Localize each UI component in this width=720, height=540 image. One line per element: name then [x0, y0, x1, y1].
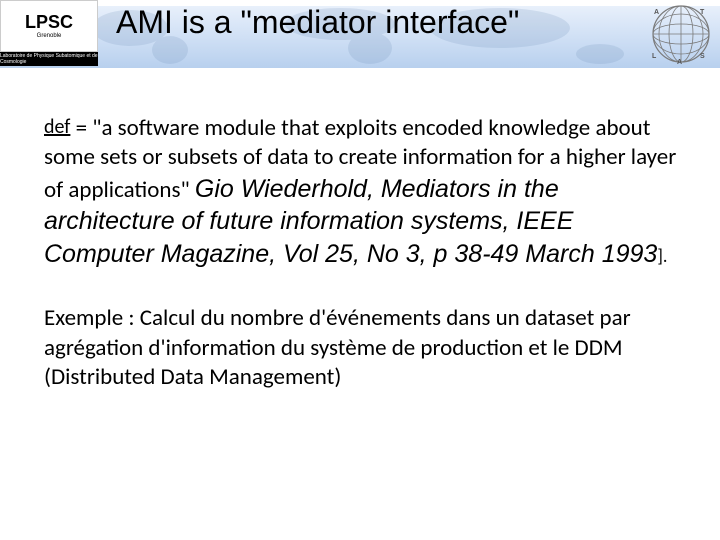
slide-body: def = "a software module that exploits e…	[44, 114, 678, 393]
lpsc-logo-caption-text: Laboratoire de Physique Subatomique et d…	[0, 53, 98, 65]
svg-text:T: T	[700, 9, 705, 16]
lpsc-logo-text: LPSC	[25, 13, 73, 31]
svg-text:S: S	[700, 53, 705, 60]
citation-bracket: ].	[657, 245, 667, 267]
equals-sign: =	[70, 114, 92, 142]
definition-paragraph: def = "a software module that exploits e…	[44, 114, 678, 270]
lpsc-logo-caption: Laboratoire de Physique Subatomique et d…	[0, 52, 98, 66]
slide-title: AMI is a "mediator interface"	[116, 4, 519, 41]
svg-text:A: A	[654, 9, 659, 16]
atlas-logo: A T L A S	[648, 2, 714, 66]
example-paragraph: Exemple : Calcul du nombre d'événements …	[44, 304, 678, 392]
svg-text:L: L	[652, 53, 657, 60]
title-bar: LPSC Grenoble Laboratoire de Physique Su…	[0, 0, 720, 68]
lpsc-logo: LPSC Grenoble	[0, 0, 98, 52]
atlas-logo-icon: A T L A S	[648, 2, 714, 66]
svg-text:A: A	[677, 59, 682, 66]
lpsc-logo-sub: Grenoble	[37, 33, 62, 39]
slide-root: LPSC Grenoble Laboratoire de Physique Su…	[0, 0, 720, 540]
def-label: def	[44, 115, 70, 139]
